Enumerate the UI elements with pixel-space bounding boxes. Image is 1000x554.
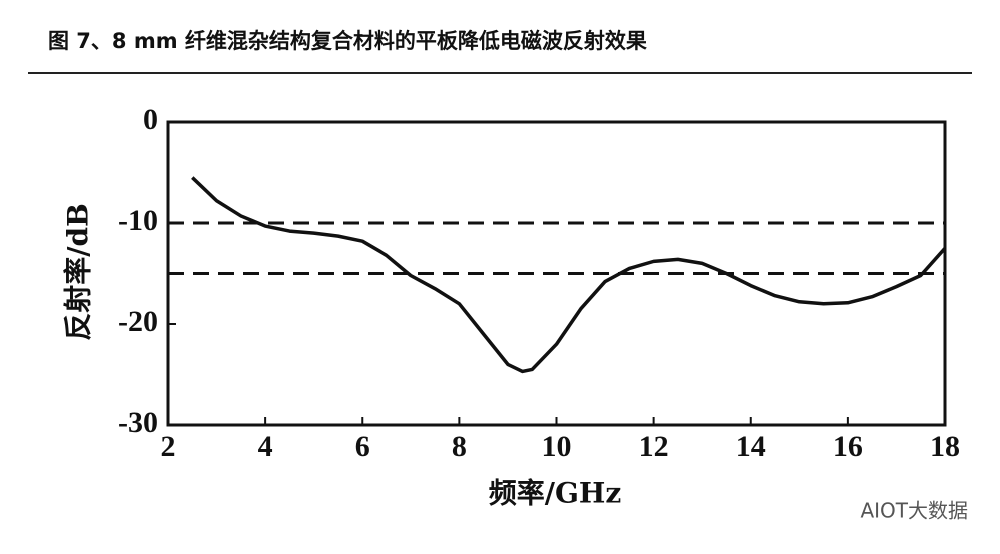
x-tick-label: 10: [542, 430, 572, 463]
x-tick-label: 16: [833, 430, 863, 463]
y-tick-label: -10: [118, 204, 158, 237]
y-axis-label: 反射率/dB: [62, 203, 95, 340]
data-line: [191, 176, 947, 374]
x-tick-label: 12: [639, 430, 669, 463]
y-tick-label: -20: [118, 305, 158, 338]
y-tick-label: 0: [143, 103, 158, 136]
y-tick-label: -30: [118, 406, 158, 439]
x-tick-label: 4: [258, 430, 273, 463]
x-axis-label: 频率/GHz: [489, 477, 622, 510]
x-tick-label: 18: [930, 430, 960, 463]
watermark: AIOT大数据: [860, 499, 968, 523]
x-tick-label: 14: [736, 430, 766, 463]
x-tick-label: 2: [161, 430, 176, 463]
chart-title: 图 7、8 mm 纤维混杂结构复合材料的平板降低电磁波反射效果: [48, 29, 647, 53]
x-tick-label: 6: [355, 430, 370, 463]
x-tick-label: 8: [452, 430, 467, 463]
